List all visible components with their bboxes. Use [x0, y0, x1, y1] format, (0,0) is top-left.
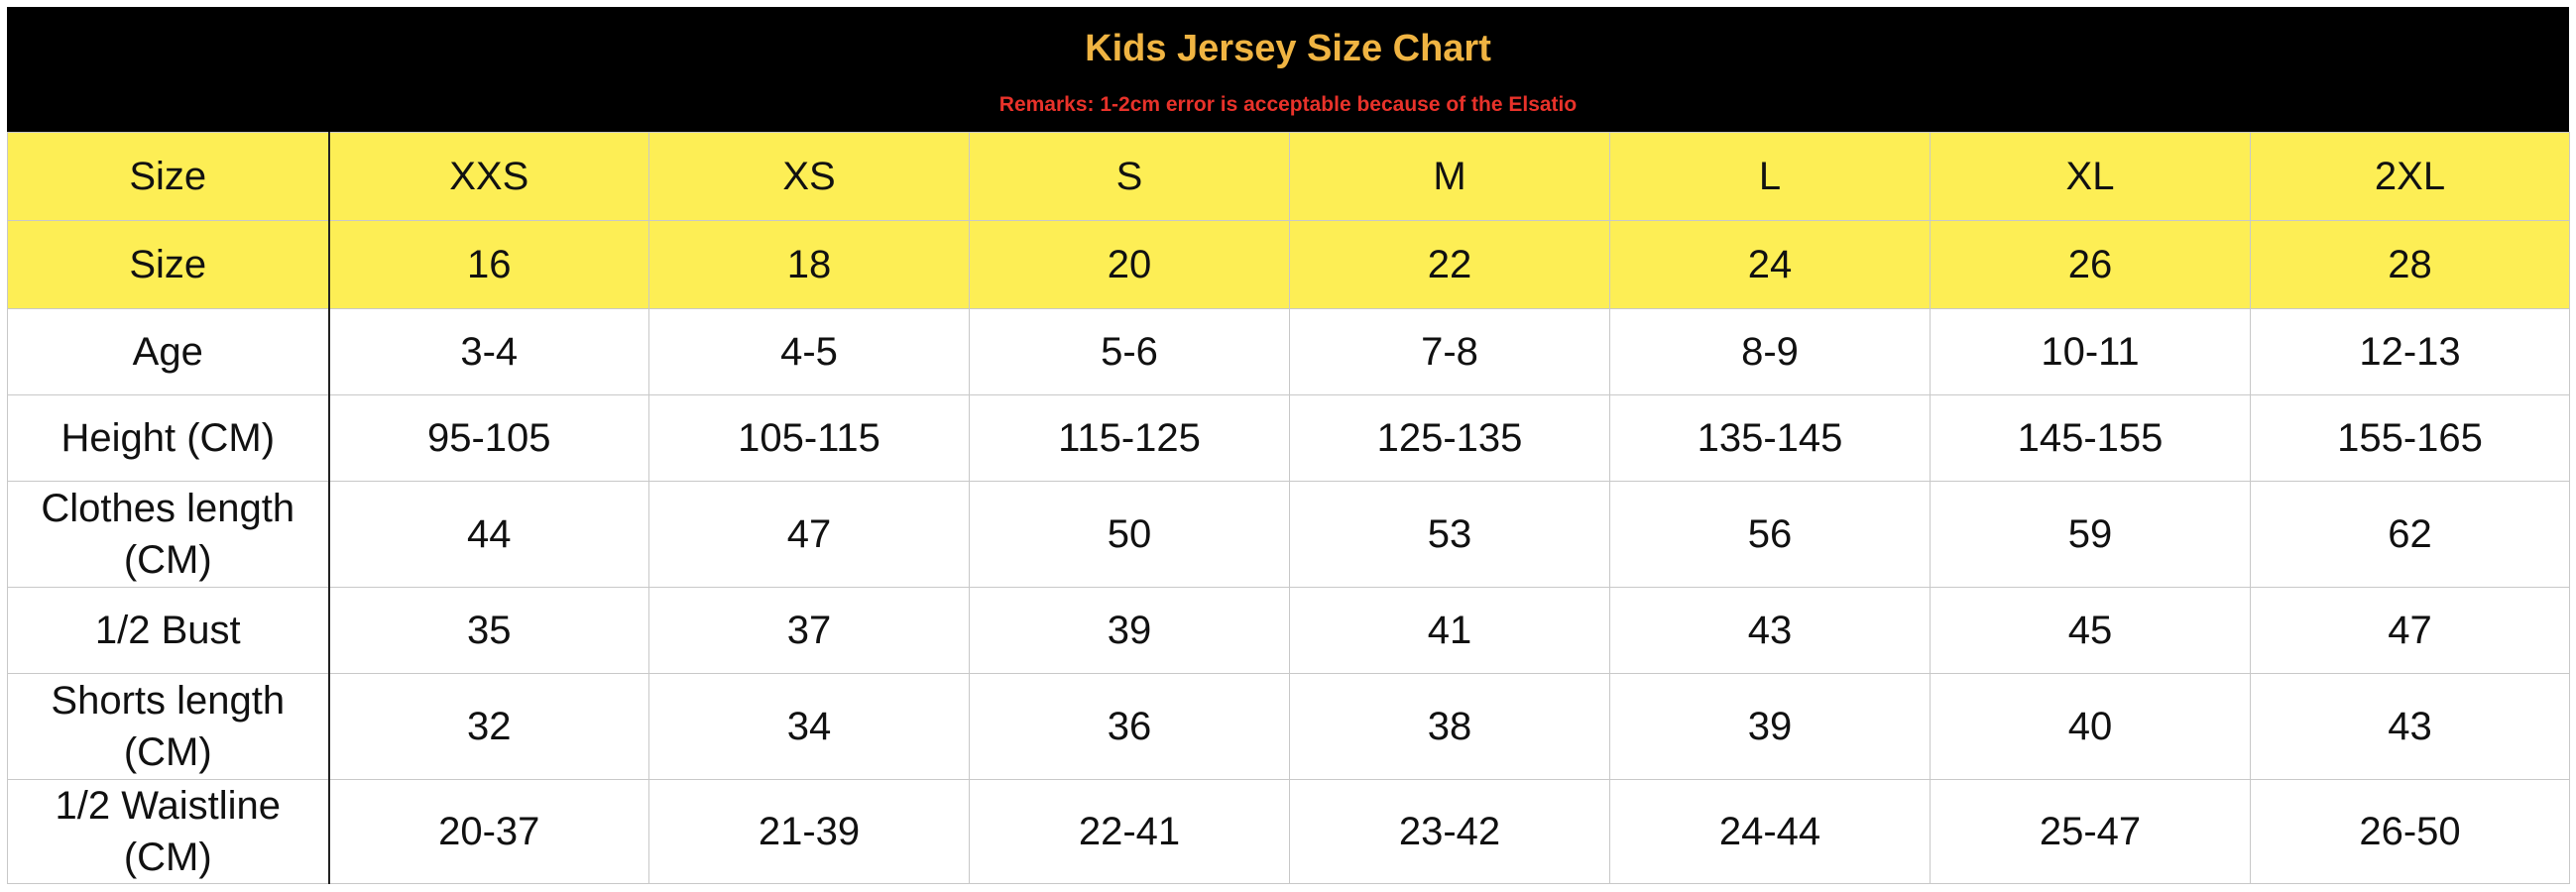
- table-row-shorts-length: Shorts length (CM) 32 34 36 38 39 40 43: [7, 673, 2570, 780]
- row-label: 1/2 Bust: [7, 587, 330, 674]
- table-cell: 8-9: [1609, 308, 1931, 395]
- size-table: Size XXS XS S M L XL 2XL Size 16 18 20 2…: [7, 132, 2570, 884]
- table-cell: 95-105: [328, 394, 649, 482]
- table-cell: 3-4: [328, 308, 649, 395]
- table-cell: 39: [1609, 673, 1931, 780]
- table-cell: 37: [648, 587, 970, 674]
- row-label: 1/2 Waistline (CM): [7, 779, 330, 884]
- remarks-note: Remarks: 1-2cm error is acceptable becau…: [998, 93, 1578, 116]
- table-cell: 43: [2250, 673, 2570, 780]
- chart-title: Kids Jersey Size Chart: [1085, 28, 1491, 69]
- table-cell: 10-11: [1930, 308, 2251, 395]
- table-cell: 59: [1930, 481, 2251, 588]
- table-row-height: Height (CM) 95-105 105-115 115-125 125-1…: [7, 394, 2570, 482]
- row-label: Age: [7, 308, 330, 395]
- table-cell: 34: [648, 673, 970, 780]
- table-cell: 41: [1289, 587, 1610, 674]
- table-cell: 135-145: [1609, 394, 1931, 482]
- size-chart: Kids Jersey Size Chart Remarks: 1-2cm er…: [7, 7, 2570, 885]
- table-cell: 38: [1289, 673, 1610, 780]
- table-cell: 20-37: [328, 779, 649, 884]
- table-cell: 47: [2250, 587, 2570, 674]
- table-cell: 45: [1930, 587, 2251, 674]
- table-cell: 24-44: [1609, 779, 1931, 884]
- table-cell: 47: [648, 481, 970, 588]
- table-cell: 26-50: [2250, 779, 2570, 884]
- table-cell: 26: [1930, 220, 2251, 309]
- row-label: Shorts length (CM): [7, 673, 330, 780]
- table-cell: S: [969, 132, 1290, 221]
- table-row-waistline: 1/2 Waistline (CM) 20-37 21-39 22-41 23-…: [7, 779, 2570, 884]
- table-cell: 155-165: [2250, 394, 2570, 482]
- table-cell: 2XL: [2250, 132, 2570, 221]
- chart-header: Kids Jersey Size Chart Remarks: 1-2cm er…: [7, 7, 2569, 132]
- table-row-clothes-length: Clothes length (CM) 44 47 50 53 56 59 62: [7, 481, 2570, 588]
- table-cell: 39: [969, 587, 1290, 674]
- table-cell: 40: [1930, 673, 2251, 780]
- table-cell: 22: [1289, 220, 1610, 309]
- table-cell: 18: [648, 220, 970, 309]
- table-cell: 21-39: [648, 779, 970, 884]
- table-cell: 20: [969, 220, 1290, 309]
- table-cell: XXS: [328, 132, 649, 221]
- table-cell: 32: [328, 673, 649, 780]
- table-cell: 43: [1609, 587, 1931, 674]
- table-cell: 12-13: [2250, 308, 2570, 395]
- table-cell: XL: [1930, 132, 2251, 221]
- table-row-size-letter: Size XXS XS S M L XL 2XL: [7, 132, 2570, 221]
- table-cell: 36: [969, 673, 1290, 780]
- row-label: Size: [7, 132, 330, 221]
- table-cell: 115-125: [969, 394, 1290, 482]
- table-cell: 22-41: [969, 779, 1290, 884]
- table-cell: XS: [648, 132, 970, 221]
- table-cell: 145-155: [1930, 394, 2251, 482]
- table-cell: L: [1609, 132, 1931, 221]
- table-cell: 44: [328, 481, 649, 588]
- table-cell: 125-135: [1289, 394, 1610, 482]
- table-cell: 62: [2250, 481, 2570, 588]
- table-cell: 35: [328, 587, 649, 674]
- table-cell: 16: [328, 220, 649, 309]
- table-cell: 23-42: [1289, 779, 1610, 884]
- table-row-bust: 1/2 Bust 35 37 39 41 43 45 47: [7, 587, 2570, 674]
- table-row-age: Age 3-4 4-5 5-6 7-8 8-9 10-11 12-13: [7, 308, 2570, 395]
- table-cell: 53: [1289, 481, 1610, 588]
- row-label: Size: [7, 220, 330, 309]
- table-cell: 25-47: [1930, 779, 2251, 884]
- row-label: Clothes length (CM): [7, 481, 330, 588]
- table-cell: M: [1289, 132, 1610, 221]
- table-cell: 7-8: [1289, 308, 1610, 395]
- row-label: Height (CM): [7, 394, 330, 482]
- table-cell: 4-5: [648, 308, 970, 395]
- table-cell: 56: [1609, 481, 1931, 588]
- table-cell: 105-115: [648, 394, 970, 482]
- table-cell: 50: [969, 481, 1290, 588]
- table-row-size-number: Size 16 18 20 22 24 26 28: [7, 220, 2570, 309]
- table-cell: 5-6: [969, 308, 1290, 395]
- table-cell: 24: [1609, 220, 1931, 309]
- table-cell: 28: [2250, 220, 2570, 309]
